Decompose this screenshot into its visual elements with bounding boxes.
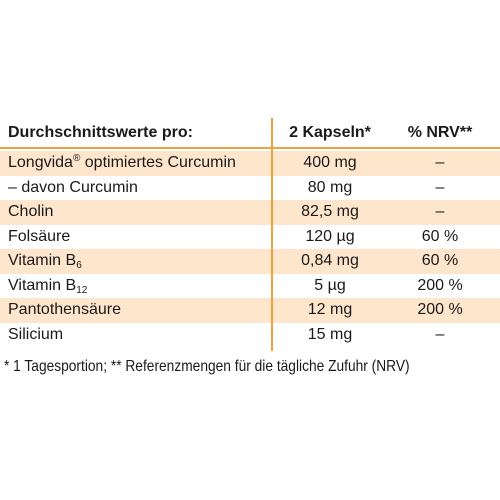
item-name: Longvida® optimiertes Curcumin: [8, 151, 236, 175]
header-cell: Durchschnittswerte pro:: [8, 124, 193, 141]
amount-cell: 15 mg: [307, 325, 353, 343]
name-part: Pantothensäure: [8, 301, 121, 318]
row-background: [0, 298, 500, 323]
nrv-cell: 60 %: [421, 227, 459, 245]
nrv-cell: –: [435, 325, 445, 343]
name-part: Cholin: [8, 203, 54, 220]
name-part: Vitamin B: [8, 252, 77, 269]
name-part: Silicium: [8, 325, 64, 343]
amount-cell: 0,84 mg: [301, 252, 359, 269]
name-part: Vitamin B: [8, 276, 77, 294]
item-name: Vitamin B6: [8, 249, 82, 273]
row-background: [0, 151, 500, 176]
nrv-cell: 60 %: [421, 252, 459, 269]
footnote: * 1 Tagesportion; ** Referenzmengen für …: [4, 358, 410, 375]
nrv-cell: 200 %: [417, 301, 463, 318]
item-name: Folsäure: [8, 225, 70, 249]
header-cell: % NRV**: [407, 124, 473, 141]
nrv-cell: –: [435, 154, 445, 171]
name-part: Folsäure: [8, 227, 71, 245]
nrv-cell: 200 %: [417, 276, 463, 294]
name-part: 6: [76, 260, 82, 271]
name-part: ®: [72, 153, 81, 164]
row-background: [0, 249, 500, 274]
amount-cell: 80 mg: [307, 178, 353, 196]
nrv-cell: –: [435, 203, 445, 220]
item-name: Cholin: [8, 200, 53, 224]
amount-cell: 5 µg: [314, 276, 346, 294]
amount-cell: 120 µg: [305, 227, 355, 245]
amount-cell: 12 mg: [307, 301, 353, 318]
name-part: 12: [76, 284, 88, 296]
nrv-cell: –: [435, 178, 445, 196]
name-part: Longvida: [8, 154, 73, 171]
item-name: Silicium: [8, 323, 63, 347]
amount-cell: 400 mg: [303, 154, 357, 171]
row-background: [0, 200, 500, 225]
header-cell: 2 Kapseln*: [289, 124, 371, 141]
column-rule: [271, 118, 273, 351]
name-part: optimiertes Curcumin: [80, 154, 236, 171]
item-name: – davon Curcumin: [8, 176, 138, 200]
name-part: – davon Curcumin: [8, 178, 138, 196]
item-name: Pantothensäure: [8, 298, 121, 322]
amount-cell: 82,5 mg: [301, 203, 359, 220]
item-name: Vitamin B12: [8, 274, 87, 298]
header-rule: [0, 147, 500, 149]
